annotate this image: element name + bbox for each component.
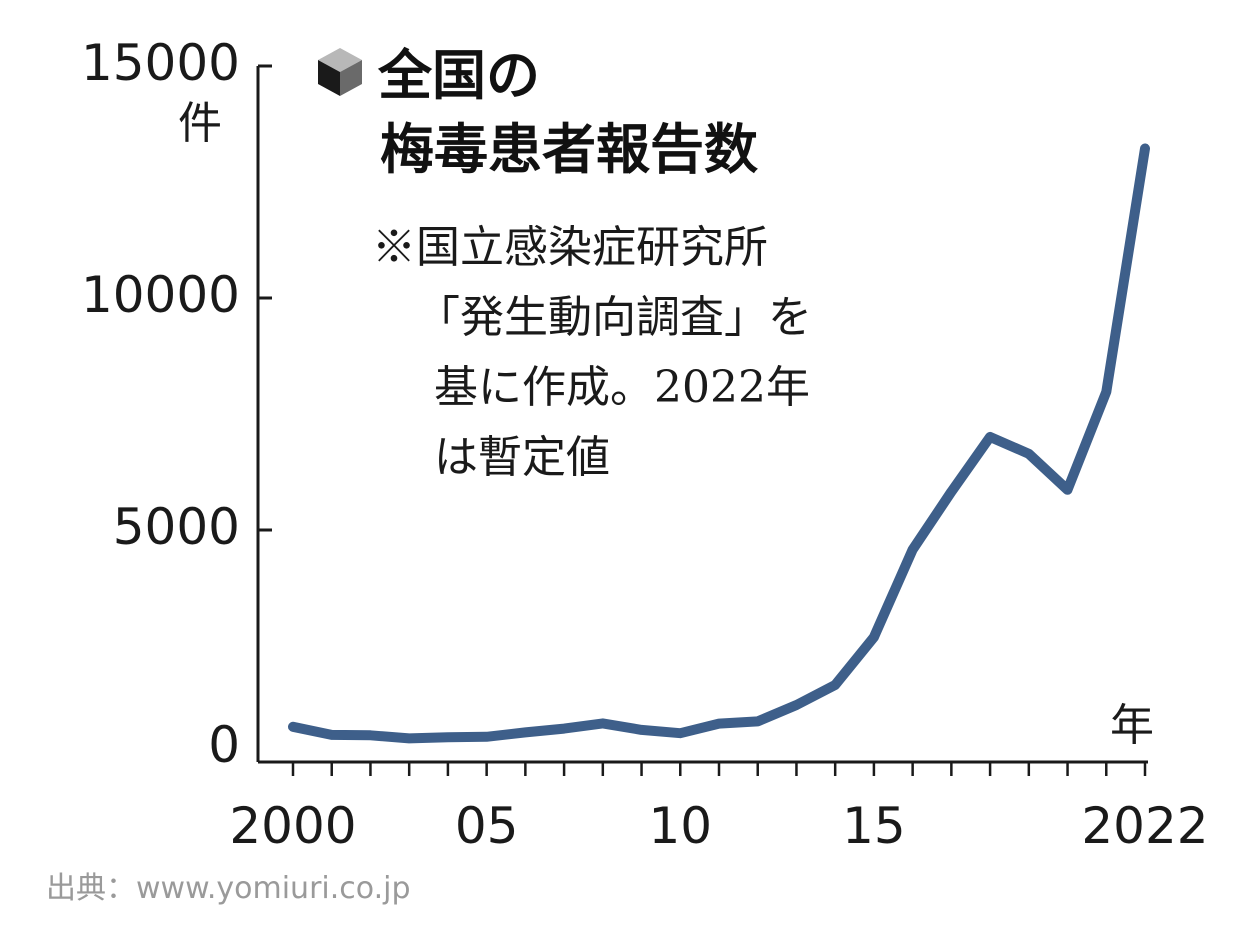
data-point: [1067, 489, 1068, 491]
cube-icon: [318, 48, 362, 96]
data-point: [292, 726, 294, 728]
data-point: [408, 737, 410, 739]
data-point: [486, 736, 488, 738]
data-point: [873, 636, 875, 638]
data-point: [447, 736, 449, 738]
x-tick-label: 2000: [229, 797, 356, 855]
data-point: [834, 684, 836, 686]
x-ticks: 2000 05 10 15 2022: [229, 762, 1209, 855]
source-credit: 出典：www.yomiuri.co.jp: [46, 871, 411, 906]
chart-title-line-1: 全国の: [377, 44, 540, 107]
y-unit-label: 件: [178, 98, 222, 149]
note-line-4: は暫定値: [434, 432, 610, 483]
note-line-1: ※国立感染症研究所: [372, 222, 768, 273]
data-point: [331, 734, 333, 736]
y-tick-label: 15000: [81, 34, 240, 92]
x-tick-label: 2022: [1081, 797, 1208, 855]
data-point: [1028, 453, 1030, 455]
data-point: [563, 728, 565, 730]
data-point: [370, 734, 371, 736]
y-tick-label: 5000: [113, 498, 240, 556]
note-line-3: 基に作成。2022年: [434, 362, 810, 413]
series-layer: [288, 143, 1150, 744]
data-point: [1105, 391, 1107, 393]
y-tick-label: 0: [208, 716, 240, 774]
note-line-2: 「発生動向調査」を: [416, 292, 812, 343]
data-point: [757, 720, 759, 722]
axes: [256, 66, 1148, 764]
x-tick-label: 10: [648, 797, 712, 855]
data-point: [912, 549, 914, 551]
data-point: [950, 491, 952, 493]
data-point: [602, 722, 604, 724]
y-ticks: 0 5000 10000 15000: [81, 34, 272, 774]
x-unit-label: 年: [1110, 700, 1154, 751]
data-point: [641, 729, 642, 731]
y-tick-label: 10000: [81, 266, 240, 324]
x-tick-label: 05: [455, 797, 519, 855]
data-point: [989, 436, 991, 438]
data-point: [679, 732, 681, 734]
data-point: [1144, 148, 1146, 149]
data-point: [718, 723, 720, 725]
x-tick-label: 15: [842, 797, 906, 855]
data-point: [524, 731, 526, 733]
chart-title-line-2: 梅毒患者報告数: [380, 118, 758, 181]
data-point: [796, 704, 797, 706]
